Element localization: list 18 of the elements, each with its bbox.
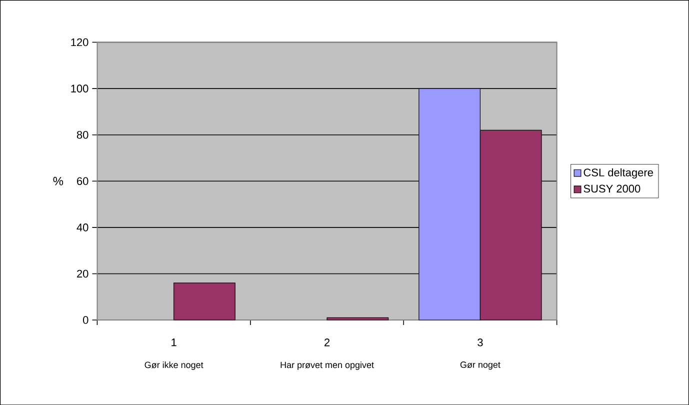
text: Gør ikke noget: [144, 361, 204, 370]
y-tick-label: 60: [77, 177, 88, 185]
text: Gør noget: [460, 361, 500, 370]
x-tick-label: 3: [478, 338, 483, 346]
y-axis-title: %: [53, 176, 64, 186]
y-tick-label: 100: [71, 84, 88, 92]
legend-label: CSL deltagere: [584, 168, 653, 178]
bar: [326, 317, 389, 320]
y-tick-label: 120: [71, 38, 88, 46]
bar: [174, 282, 236, 320]
y-tick-label: 80: [76, 130, 88, 139]
x-tick-label: 1: [172, 338, 176, 346]
legend-label: SUSY 2000: [584, 184, 640, 192]
text: Har prøvet men opgivet: [280, 361, 374, 370]
y-tick-label: 40: [76, 223, 88, 232]
x-tick-label: 2: [324, 338, 330, 346]
y-tick-label: 20: [77, 270, 88, 278]
y-tick-label: 0: [83, 316, 88, 324]
